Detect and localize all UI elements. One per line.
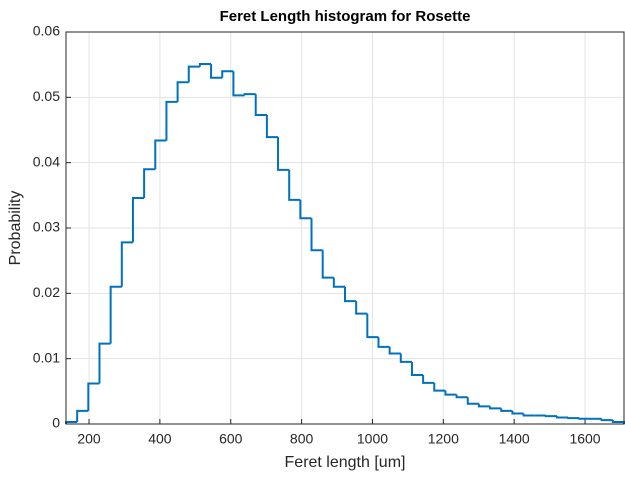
histogram-step [600,418,613,422]
plot-frame [65,31,625,425]
histogram-step [332,277,345,288]
histogram-step [288,169,301,201]
y-axis-label: Probability [7,191,24,266]
histogram-step [611,420,625,424]
histogram-step [444,390,457,396]
histogram-step [143,168,156,198]
histogram-step [321,250,334,279]
histogram-step [544,415,558,418]
histogram-step [422,375,435,384]
y-tick-label: 0.03 [33,219,60,235]
histogram-step [511,410,524,415]
histogram-step [165,100,178,141]
histogram-step [277,137,290,171]
histogram-step [410,361,424,376]
x-tick-label: 200 [77,431,101,447]
histogram-step [154,139,167,170]
histogram-step [87,382,100,411]
histogram-step [377,337,390,348]
histogram-step [120,241,133,287]
histogram-step [433,382,446,392]
histogram-step [221,70,234,78]
histogram-step [477,403,491,408]
x-tick-label: 400 [148,431,172,447]
histogram-step [578,417,591,420]
histogram-step [500,408,513,412]
histogram-step [522,413,535,417]
histogram-step [265,114,279,139]
histogram-step [567,417,580,420]
histogram-step [489,406,502,410]
x-tick-label: 600 [219,431,243,447]
histogram-step [243,93,256,96]
histogram-step [344,286,357,303]
histogram-step [198,63,212,67]
histogram-step [388,346,401,355]
histogram-step [556,416,569,419]
histogram-step [210,64,223,79]
histogram-step [310,218,323,252]
histogram-step [187,65,200,83]
y-tick-label: 0.06 [33,23,60,39]
histogram-step [355,301,368,315]
histogram-step [399,353,412,363]
y-tick-label: 0.04 [33,153,60,169]
histogram-step [466,397,479,405]
histogram-step [366,313,379,339]
y-tick-label: 0 [52,415,60,431]
x-tick-label: 1200 [428,431,459,447]
histogram-step [109,285,122,344]
x-axis-label: Feret length [um] [285,454,406,471]
histogram-step [98,342,111,384]
x-tick-label: 1600 [569,431,600,447]
y-tick-label: 0.01 [33,349,60,365]
histogram-step [232,71,245,97]
histogram-step [299,199,312,220]
histogram-step [131,196,145,243]
x-tick-label: 1400 [499,431,530,447]
histogram-step [76,409,89,423]
histogram-step [176,81,189,102]
histogram-step [254,94,267,116]
x-tick-label: 800 [290,431,314,447]
y-tick-label: 0.05 [33,88,60,104]
x-tick-label: 1000 [357,431,388,447]
histogram-step [455,394,468,399]
y-tick-label: 0.02 [33,284,60,300]
chart-title: Feret Length histogram for Rosette [220,8,471,25]
